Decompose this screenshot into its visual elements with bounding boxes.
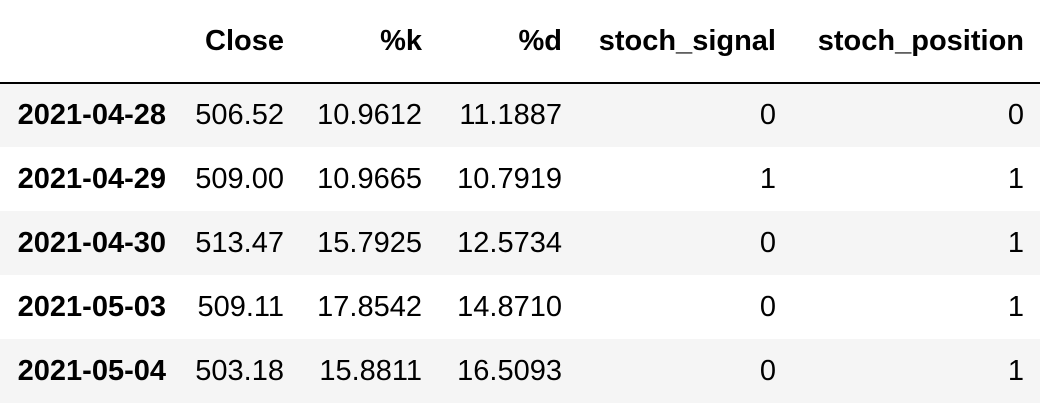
table-row: 2021-05-04 503.18 15.8811 16.5093 0 1 <box>0 339 1040 403</box>
index-header <box>0 0 178 84</box>
close-cell: 506.52 <box>195 99 284 131</box>
table-row: 2021-04-30 513.47 15.7925 12.5734 0 1 <box>0 211 1040 275</box>
row-index: 2021-04-30 <box>17 226 166 259</box>
d-cell: 16.5093 <box>457 354 562 387</box>
stoch-position-header: stoch_position <box>792 0 1040 84</box>
row-index: 2021-04-29 <box>17 162 166 195</box>
d-header: %d <box>438 0 578 84</box>
d-cell: 12.5734 <box>457 226 562 259</box>
stoch-position-cell: 0 <box>1007 99 1024 131</box>
stoch-signal-cell: 0 <box>759 99 776 131</box>
stoch-position-cell: 1 <box>1007 354 1024 387</box>
close-header: Close <box>178 0 300 84</box>
table-row: 2021-04-29 509.00 10.9665 10.7919 1 1 <box>0 147 1040 211</box>
stoch-signal-cell: 0 <box>759 354 776 387</box>
k-cell: 15.7925 <box>317 226 422 259</box>
stoch-position-cell: 1 <box>1007 162 1024 195</box>
k-cell: 10.9612 <box>317 99 422 131</box>
stoch-position-cell: 1 <box>1007 290 1024 323</box>
close-cell: 513.47 <box>195 226 284 259</box>
stoch-signal-cell: 0 <box>759 290 776 323</box>
stoch-signal-header: stoch_signal <box>578 0 792 84</box>
row-index: 2021-05-03 <box>17 290 166 323</box>
d-cell: 14.8710 <box>457 290 562 323</box>
stoch-signal-cell: 0 <box>759 226 776 259</box>
table-row: 2021-05-03 509.11 17.8542 14.8710 0 1 <box>0 275 1040 339</box>
table-row: 2021-04-28 506.52 10.9612 11.1887 0 0 <box>0 83 1040 147</box>
close-cell: 503.18 <box>195 354 284 387</box>
stoch-position-cell: 1 <box>1007 226 1024 259</box>
stoch-signal-cell: 1 <box>759 162 776 195</box>
table-body: 2021-04-28 506.52 10.9612 11.1887 0 0 20… <box>0 83 1040 403</box>
k-header: %k <box>300 0 438 84</box>
header-row: Close %k %d stoch_signal stoch_position <box>0 0 1040 84</box>
close-cell: 509.00 <box>195 162 284 195</box>
table-header: Close %k %d stoch_signal stoch_position <box>0 0 1040 84</box>
close-cell: 509.11 <box>197 290 284 323</box>
d-cell: 11.1887 <box>459 99 562 131</box>
row-index: 2021-04-28 <box>17 99 166 131</box>
d-cell: 10.7919 <box>457 162 562 195</box>
k-cell: 10.9665 <box>317 162 422 195</box>
k-cell: 15.8811 <box>319 354 422 387</box>
k-cell: 17.8542 <box>317 290 422 323</box>
row-index: 2021-05-04 <box>17 354 166 387</box>
